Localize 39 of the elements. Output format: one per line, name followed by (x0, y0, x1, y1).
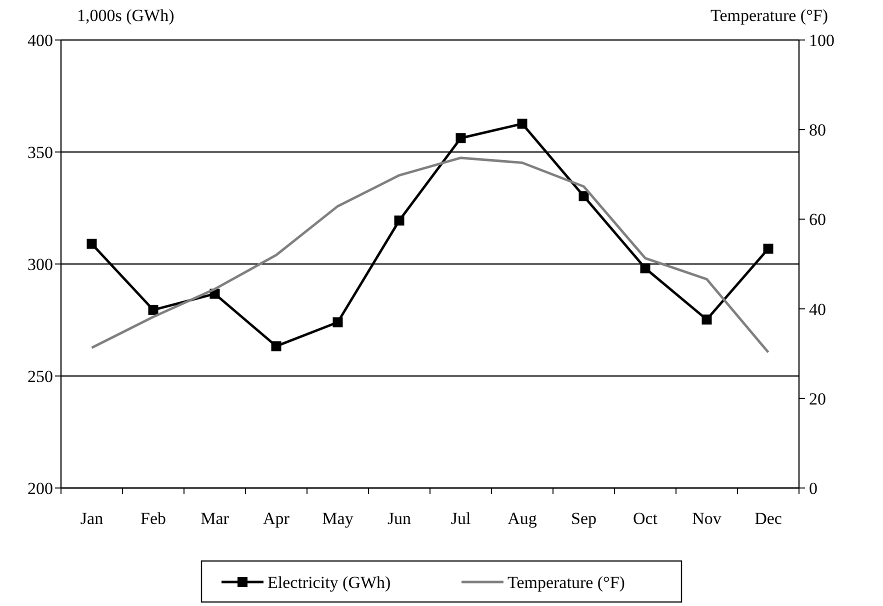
y-tick-label: 300 (28, 254, 53, 274)
y2-axis-title: Temperature (°F) (710, 6, 828, 25)
y2-tick-label: 100 (809, 30, 834, 50)
y-tick-label: 350 (28, 142, 53, 162)
x-tick-label: Sep (571, 509, 596, 528)
legend-label: Temperature (°F) (508, 572, 625, 592)
x-tick-label: Nov (692, 509, 722, 528)
legend-label: Electricity (GWh) (268, 572, 391, 592)
y2-tick-label: 80 (809, 120, 826, 140)
point (763, 244, 774, 254)
point (148, 304, 158, 315)
x-tick-label: May (322, 509, 354, 528)
point (578, 191, 589, 202)
point (517, 118, 528, 129)
x-tick-label: Mar (200, 509, 230, 528)
y-axis-title: 1,000s (GWh) (77, 6, 174, 25)
y2-tick-label: 20 (809, 389, 826, 408)
point (394, 216, 404, 226)
x-tick-label: Jan (80, 509, 104, 528)
y-tick-label: 250 (28, 366, 53, 386)
y2-tick-label: 60 (809, 210, 826, 230)
y-tick-label: 400 (28, 30, 53, 50)
x-tick-label: Oct (632, 509, 658, 528)
point (271, 341, 282, 352)
x-tick-label: Dec (754, 509, 782, 528)
point (456, 133, 466, 144)
x-tick-label: Aug (508, 509, 538, 528)
x-tick-label: Feb (140, 509, 166, 528)
point (332, 317, 343, 328)
x-tick-label: Jun (387, 509, 412, 528)
point (86, 238, 97, 249)
y2-tick-label: 0 (809, 478, 818, 498)
y-tick-label: 200 (28, 478, 53, 498)
x-tick-label: Jul (450, 509, 471, 528)
y2-tick-label: 40 (809, 300, 826, 319)
x-tick-label: Apr (263, 509, 290, 528)
line-series (90, 156, 770, 354)
point (702, 314, 712, 325)
point (640, 263, 650, 274)
